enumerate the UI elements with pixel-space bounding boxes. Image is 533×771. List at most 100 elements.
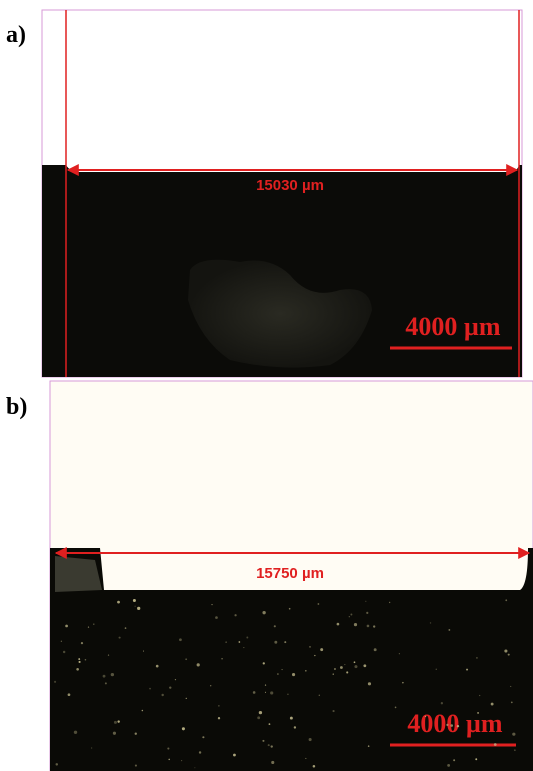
speckle xyxy=(510,686,511,687)
speckle xyxy=(446,724,448,726)
speckle xyxy=(215,616,218,619)
speckle xyxy=(504,649,507,652)
speckle xyxy=(344,664,345,665)
speckle xyxy=(175,679,176,680)
speckle xyxy=(514,749,516,751)
speckle xyxy=(332,710,334,712)
speckle xyxy=(202,736,204,738)
speckle xyxy=(268,744,270,746)
speckle xyxy=(389,602,390,603)
speckle xyxy=(81,642,83,644)
speckle xyxy=(450,724,453,727)
speckle xyxy=(125,627,127,629)
speckle xyxy=(182,727,185,730)
speckle xyxy=(368,745,370,747)
speckle xyxy=(135,733,137,735)
speckle xyxy=(111,673,114,676)
speckle xyxy=(333,674,334,675)
speckle xyxy=(282,669,283,670)
speckle xyxy=(199,751,201,753)
scale-bar-label: 4000 µm xyxy=(405,312,500,341)
speckle xyxy=(402,682,404,684)
speckle xyxy=(119,637,121,639)
speckle xyxy=(135,765,137,767)
speckle xyxy=(491,703,494,706)
speckle xyxy=(74,731,77,734)
speckle xyxy=(88,627,89,628)
speckle xyxy=(271,761,274,764)
speckle xyxy=(354,661,356,663)
speckle xyxy=(225,641,227,643)
measurement: 15750 µm xyxy=(256,565,324,582)
speckle xyxy=(277,673,279,675)
speckle xyxy=(425,716,426,717)
speckle xyxy=(168,759,170,761)
speckle xyxy=(149,688,151,690)
speckle xyxy=(305,670,306,671)
speckle xyxy=(263,662,265,664)
page: {"panels": [ {"label": "a)", "measuremen… xyxy=(0,0,533,771)
speckle xyxy=(294,726,296,728)
figure: 15030 µm 4000 µm a) 15750 µm 4000 µm b) xyxy=(0,0,533,771)
speckle xyxy=(287,694,288,695)
speckle xyxy=(505,599,507,601)
speckle xyxy=(262,740,264,742)
speckle xyxy=(354,623,357,626)
speckle xyxy=(113,732,116,735)
speckle xyxy=(265,684,266,685)
speckle xyxy=(475,758,477,760)
speckle xyxy=(512,733,515,736)
speckle xyxy=(91,747,92,748)
speckle xyxy=(185,658,187,660)
speckle xyxy=(265,692,266,693)
speckle xyxy=(93,623,94,624)
speckle xyxy=(78,658,80,660)
speckle xyxy=(313,765,316,768)
speckle xyxy=(368,682,371,685)
speckle xyxy=(197,663,200,666)
speckle xyxy=(167,747,169,749)
speckle xyxy=(270,691,273,694)
speckle xyxy=(234,614,236,616)
speckle xyxy=(65,625,68,628)
speckle xyxy=(373,625,375,627)
speckle xyxy=(477,712,479,714)
speckle xyxy=(318,603,320,605)
speckle xyxy=(194,767,195,768)
speckle xyxy=(367,625,370,628)
scale-bar-label: 4000 µm xyxy=(407,709,502,738)
speckle xyxy=(221,658,222,659)
speckle xyxy=(314,655,315,656)
measurement: 15030 µm xyxy=(256,177,324,194)
sample-chip xyxy=(55,556,102,592)
speckle xyxy=(309,738,312,741)
speckle xyxy=(257,716,260,719)
speckle xyxy=(340,666,343,669)
speckle xyxy=(108,655,109,656)
speckle xyxy=(179,638,182,641)
speckle xyxy=(137,607,140,610)
speckle xyxy=(211,604,212,605)
panel-b: 15750 µm 4000 µm b) xyxy=(6,381,533,771)
speckle xyxy=(511,701,513,703)
speckle xyxy=(320,648,323,651)
speckle xyxy=(218,717,220,719)
panel-a: 15030 µm 4000 µm a) xyxy=(6,10,522,377)
speckle xyxy=(246,637,248,639)
speckle xyxy=(448,629,450,631)
speckle xyxy=(289,608,291,610)
speckle xyxy=(346,671,348,673)
speckle xyxy=(56,763,58,765)
speckle xyxy=(233,754,236,757)
speckle xyxy=(363,664,366,667)
speckle xyxy=(337,623,340,626)
panel-label: a) xyxy=(6,22,26,48)
speckle xyxy=(117,720,119,722)
speckle xyxy=(63,651,65,653)
speckle xyxy=(169,686,171,688)
speckle xyxy=(436,669,437,670)
speckle xyxy=(156,665,159,668)
speckle xyxy=(290,717,293,720)
speckle xyxy=(508,654,510,656)
speckle xyxy=(399,653,400,654)
